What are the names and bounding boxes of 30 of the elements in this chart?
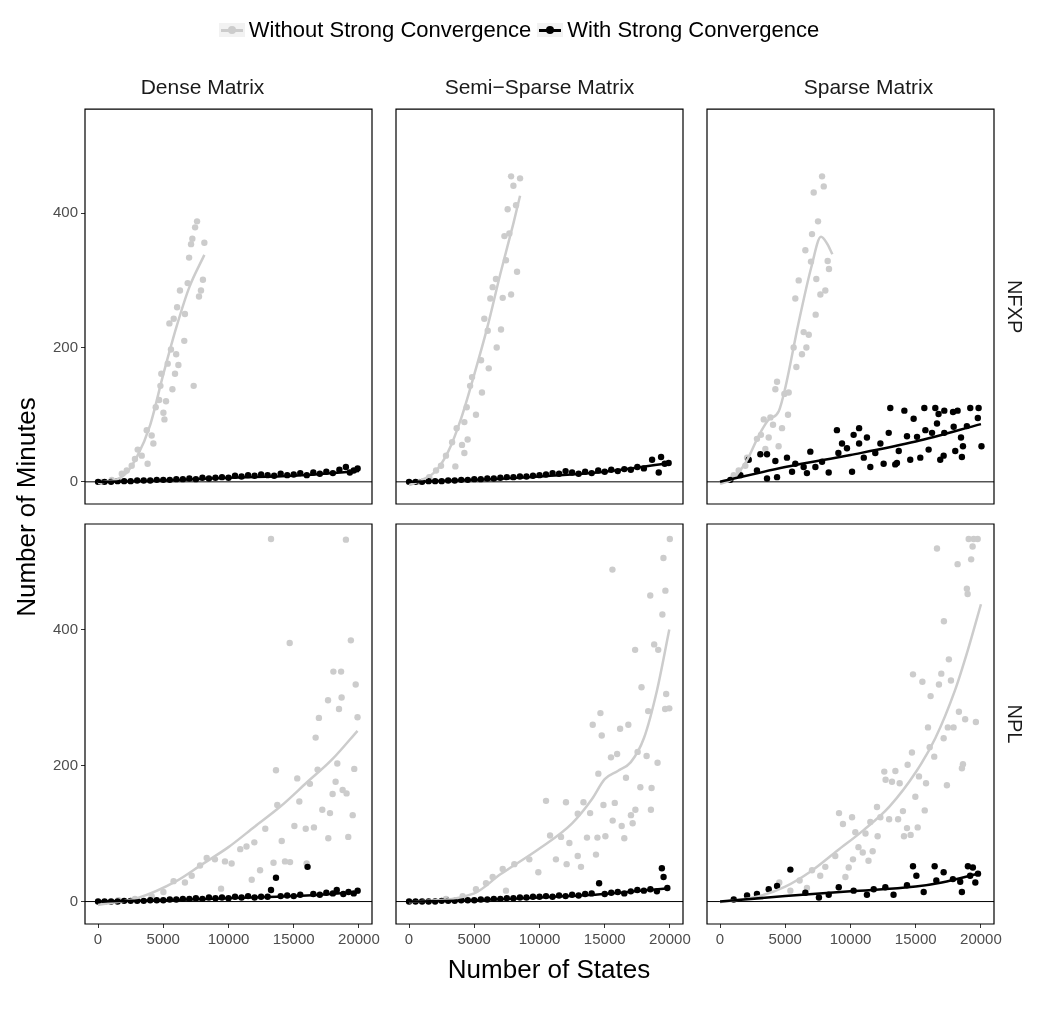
y-tick-label: 0 <box>69 891 78 909</box>
chart-title: Dense Matrix <box>140 75 265 99</box>
y-tick-label: 200 <box>52 337 78 355</box>
y-axis-title: Number of Minutes <box>10 397 42 617</box>
x-tick-label: 5000 <box>768 930 802 948</box>
x-tick-label: 5000 <box>146 930 180 948</box>
chart-title: Sparse Matrix <box>803 75 934 99</box>
x-tick-label: 0 <box>93 930 103 948</box>
x-tick-label: 10000 <box>518 930 561 948</box>
y2-axis-title: NPL <box>1004 704 1027 744</box>
legend-label: With Strong Convergence <box>567 17 820 43</box>
x-tick-label: 20000 <box>960 930 1002 948</box>
x-tick-label: 5000 <box>457 930 491 948</box>
y-tick-label: 400 <box>52 619 78 637</box>
chart-title: Semi−Sparse Matrix <box>444 75 635 99</box>
y2-axis-title: NFXP <box>1004 279 1027 334</box>
y-tick-label: 400 <box>52 203 78 221</box>
x-tick-label: 15000 <box>583 930 626 948</box>
x-tick-label: 20000 <box>649 930 691 948</box>
x-tick-label: 15000 <box>894 930 937 948</box>
x-tick-label: 15000 <box>272 930 315 948</box>
legend-label: Without Strong Convergence <box>248 17 532 43</box>
x-axis-title: Number of States <box>446 954 652 985</box>
y-tick-label: 200 <box>52 755 78 773</box>
x-tick-label: 0 <box>715 930 725 948</box>
x-tick-label: 20000 <box>338 930 380 948</box>
x-tick-label: 10000 <box>207 930 250 948</box>
x-tick-label: 10000 <box>829 930 872 948</box>
x-tick-label: 0 <box>404 930 414 948</box>
y-tick-label: 0 <box>69 471 78 489</box>
